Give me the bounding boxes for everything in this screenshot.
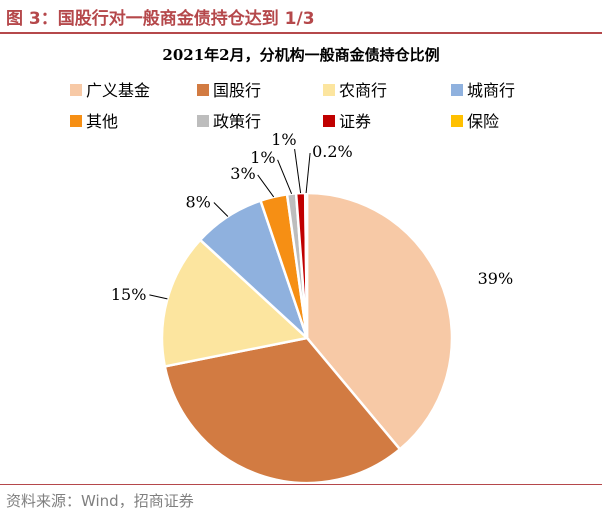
legend-label-1: 国股行 xyxy=(213,81,261,100)
source-rule xyxy=(0,484,602,485)
leader-line-2 xyxy=(149,294,168,300)
legend-label-2: 农商行 xyxy=(339,81,387,100)
leader-line-3 xyxy=(213,202,229,217)
pie-slices xyxy=(160,191,454,484)
data-label-2: 15% xyxy=(111,285,147,304)
leader-line-4 xyxy=(257,174,275,198)
legend-swatch-2 xyxy=(323,84,335,96)
pie-slice-0 xyxy=(305,191,454,452)
leader-line-5 xyxy=(277,159,293,194)
data-label-3: 8% xyxy=(186,193,211,212)
data-label-0: 39% xyxy=(478,269,514,288)
legend-label-7: 保险 xyxy=(467,112,499,131)
leader-line-6 xyxy=(294,149,302,194)
legend-label-3: 城商行 xyxy=(467,81,515,100)
data-label-4: 3% xyxy=(230,164,255,183)
legend-label-4: 其他 xyxy=(86,112,118,131)
data-labels: 39%33%15%8%3%1%1%0.2% xyxy=(111,130,514,304)
legend-swatch-4 xyxy=(70,115,82,127)
chart-title: 2021年2月，分机构一般商金债持仓比例 xyxy=(162,46,439,64)
legend-swatch-0 xyxy=(70,84,82,96)
leader-line-7 xyxy=(305,152,311,194)
source-note: 资料来源：Wind，招商证券 xyxy=(6,492,194,510)
legend-swatch-5 xyxy=(197,115,209,127)
legend-swatch-1 xyxy=(197,84,209,96)
legend-label-6: 证券 xyxy=(339,112,371,131)
data-label-6: 1% xyxy=(271,130,296,149)
figure-title: 图 3：国股行对一般商金债持仓达到 1/3 xyxy=(6,9,315,29)
title-rule xyxy=(0,32,602,34)
legend-swatch-6 xyxy=(323,115,335,127)
pie-slice-7 xyxy=(303,191,309,339)
legend-swatch-3 xyxy=(451,84,463,96)
pie-slice-1 xyxy=(163,336,402,484)
legend-label-0: 广义基金 xyxy=(86,81,150,100)
legend-label-5: 政策行 xyxy=(213,112,261,131)
data-label-7: 0.2% xyxy=(312,142,353,161)
legend-swatch-7 xyxy=(451,115,463,127)
data-label-5: 1% xyxy=(250,148,275,167)
